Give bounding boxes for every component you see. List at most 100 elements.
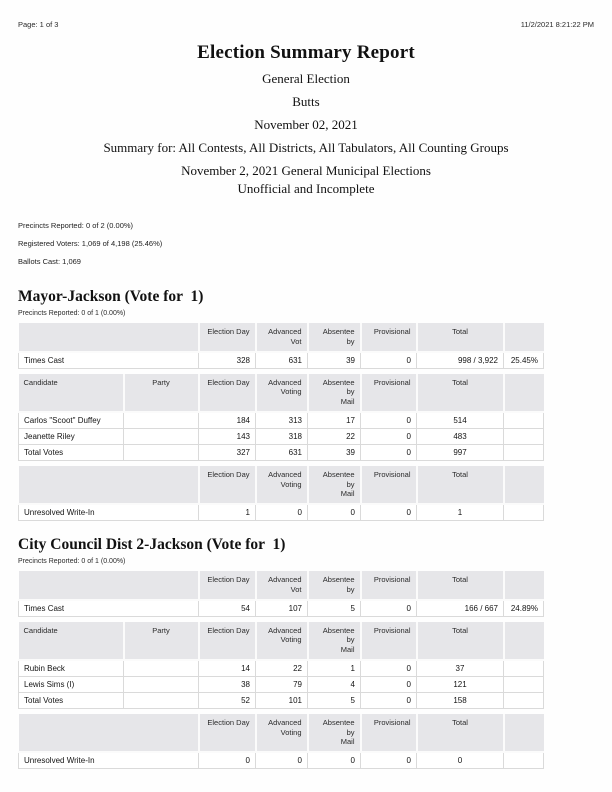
page-number-label: Page: 1 of 3 <box>18 20 59 29</box>
col-candidate: Candidate <box>18 373 124 413</box>
candidate-row: Rubin Beck 14 22 1 0 37 <box>18 659 544 677</box>
candidate-election-day: 14 <box>198 659 256 677</box>
write-in-header-row: Election Day Advanced Voting Absentee by M… <box>18 713 544 754</box>
col-election-day: Election Day <box>197 571 256 601</box>
col-absentee-by-mail: Absentee by <box>306 571 361 601</box>
total-votes-percent <box>503 691 544 709</box>
candidate-party <box>123 427 199 445</box>
candidate-total: 483 <box>416 427 504 445</box>
candidates-table: Candidate Party Election Day Advanced Vot… <box>18 621 544 709</box>
col-candidate: Candidate <box>18 621 124 661</box>
total-votes-party <box>123 443 199 461</box>
col-provisional: Provisional <box>359 373 417 413</box>
times-cast-percent: 24.89% <box>503 599 544 617</box>
write-in-total: 1 <box>416 503 504 521</box>
times-cast-advanced: 107 <box>255 599 308 617</box>
print-timestamp: 11/2/2021 8:21:22 PM <box>520 20 594 29</box>
col-provisional: Provisional <box>359 621 417 661</box>
candidate-row: Jeanette Riley 143 318 22 0 483 <box>18 427 544 445</box>
total-votes-label: Total Votes <box>18 443 124 461</box>
write-in-table: Election Day Advanced Voting Absentee by M… <box>18 465 544 521</box>
candidate-provisional: 0 <box>360 659 417 677</box>
column-label-line: Absentee by <box>322 717 355 737</box>
write-in-election-day: 0 <box>198 751 256 769</box>
write-in-label: Unresolved Write-In <box>18 503 199 521</box>
write-in-provisional: 0 <box>360 503 417 521</box>
column-label-line: Voting <box>280 635 302 645</box>
col-blank <box>18 571 199 601</box>
col-percent <box>502 465 544 506</box>
column-label-line: Mail <box>340 397 355 406</box>
column-label-line: Advanced <box>268 377 302 387</box>
col-provisional: Provisional <box>359 465 417 506</box>
total-votes-advanced: 101 <box>255 691 308 709</box>
col-absentee-by-mail: Absentee by Mail <box>306 373 361 413</box>
col-party: Party <box>122 621 199 661</box>
column-label-line: Advanced <box>268 625 302 635</box>
total-votes-absentee: 5 <box>307 691 361 709</box>
candidates-header-row: Candidate Party Election Day Advanced Vot… <box>18 373 544 413</box>
col-provisional: Provisional <box>359 571 417 601</box>
candidate-total: 514 <box>416 411 504 429</box>
col-percent <box>502 323 544 353</box>
total-votes-provisional: 0 <box>360 691 417 709</box>
candidate-provisional: 0 <box>360 427 417 445</box>
column-label-line: Voting <box>280 727 302 737</box>
election-date: November 02, 2021 <box>254 117 358 132</box>
col-blank <box>18 323 199 353</box>
total-votes-provisional: 0 <box>360 443 417 461</box>
times-cast-table: Election Day Advanced Vot Absentee by Pr… <box>18 323 544 369</box>
report-title: Election Summary Report <box>197 42 415 63</box>
total-votes-absentee: 39 <box>307 443 361 461</box>
write-in-total: 0 <box>416 751 504 769</box>
candidate-percent <box>503 675 544 693</box>
candidate-absentee: 17 <box>307 411 361 429</box>
candidate-row: Carlos "Scoot" Duffey 184 313 17 0 514 <box>18 411 544 429</box>
candidate-name: Carlos "Scoot" Duffey <box>18 411 124 429</box>
contest-section-city-council-dist-2: City Council Dist 2-Jackson (Vote for 1)… <box>18 536 594 769</box>
total-votes-percent <box>503 443 544 461</box>
write-in-advanced: 0 <box>255 751 308 769</box>
col-election-day: Election Day <box>197 373 256 413</box>
candidate-absentee: 22 <box>307 427 361 445</box>
write-in-percent <box>503 503 544 521</box>
times-cast-election-day: 54 <box>198 599 256 617</box>
candidate-party <box>123 675 199 693</box>
ballots-cast: Ballots Cast: 1,069 <box>18 257 81 266</box>
col-election-day: Election Day <box>197 713 256 754</box>
times-cast-absentee: 39 <box>307 351 361 369</box>
county-name: Butts <box>292 94 320 109</box>
col-total: Total <box>415 713 504 754</box>
write-in-absentee: 0 <box>307 503 361 521</box>
candidate-percent <box>503 427 544 445</box>
registered-voters: Registered Voters: 1,069 of 4,198 (25.46… <box>18 239 163 248</box>
total-votes-election-day: 52 <box>198 691 256 709</box>
write-in-advanced: 0 <box>255 503 308 521</box>
times-cast-row: Times Cast 54 107 5 0 166 / 667 24.89% <box>18 599 544 617</box>
col-total: Total <box>415 323 504 353</box>
write-in-header-row: Election Day Advanced Voting Absentee by M… <box>18 465 544 506</box>
status-line: Unofficial and Incomplete <box>237 181 375 196</box>
page-header: Page: 1 of 3 11/2/2021 8:21:22 PM <box>18 20 594 29</box>
col-blank <box>18 465 199 506</box>
candidate-absentee: 4 <box>307 675 361 693</box>
col-total: Total <box>415 373 504 413</box>
candidate-advanced: 313 <box>255 411 308 429</box>
candidate-name: Rubin Beck <box>18 659 124 677</box>
write-in-row: Unresolved Write-In 1 0 0 0 1 <box>18 503 544 521</box>
precincts-reported-overall: Precincts Reported: 0 of 2 (0.00%) <box>18 221 134 230</box>
write-in-table: Election Day Advanced Voting Absentee by M… <box>18 713 544 769</box>
contest-section-mayor-jackson: Mayor-Jackson (Vote for 1) Precincts Rep… <box>18 288 594 521</box>
contest-title: Mayor-Jackson (Vote for 1) <box>18 288 204 305</box>
write-in-row: Unresolved Write-In 0 0 0 0 0 <box>18 751 544 769</box>
candidate-election-day: 143 <box>198 427 256 445</box>
col-advanced-voting: Advanced Vot <box>254 571 308 601</box>
row-label: Times Cast <box>18 351 199 369</box>
write-in-percent <box>503 751 544 769</box>
overall-stats: Precincts Reported: 0 of 2 (0.00%) Regis… <box>18 221 594 266</box>
column-label-line: Voting <box>280 479 302 489</box>
write-in-label: Unresolved Write-In <box>18 751 199 769</box>
candidate-total: 121 <box>416 675 504 693</box>
col-absentee-by-mail: Absentee by <box>306 323 361 353</box>
